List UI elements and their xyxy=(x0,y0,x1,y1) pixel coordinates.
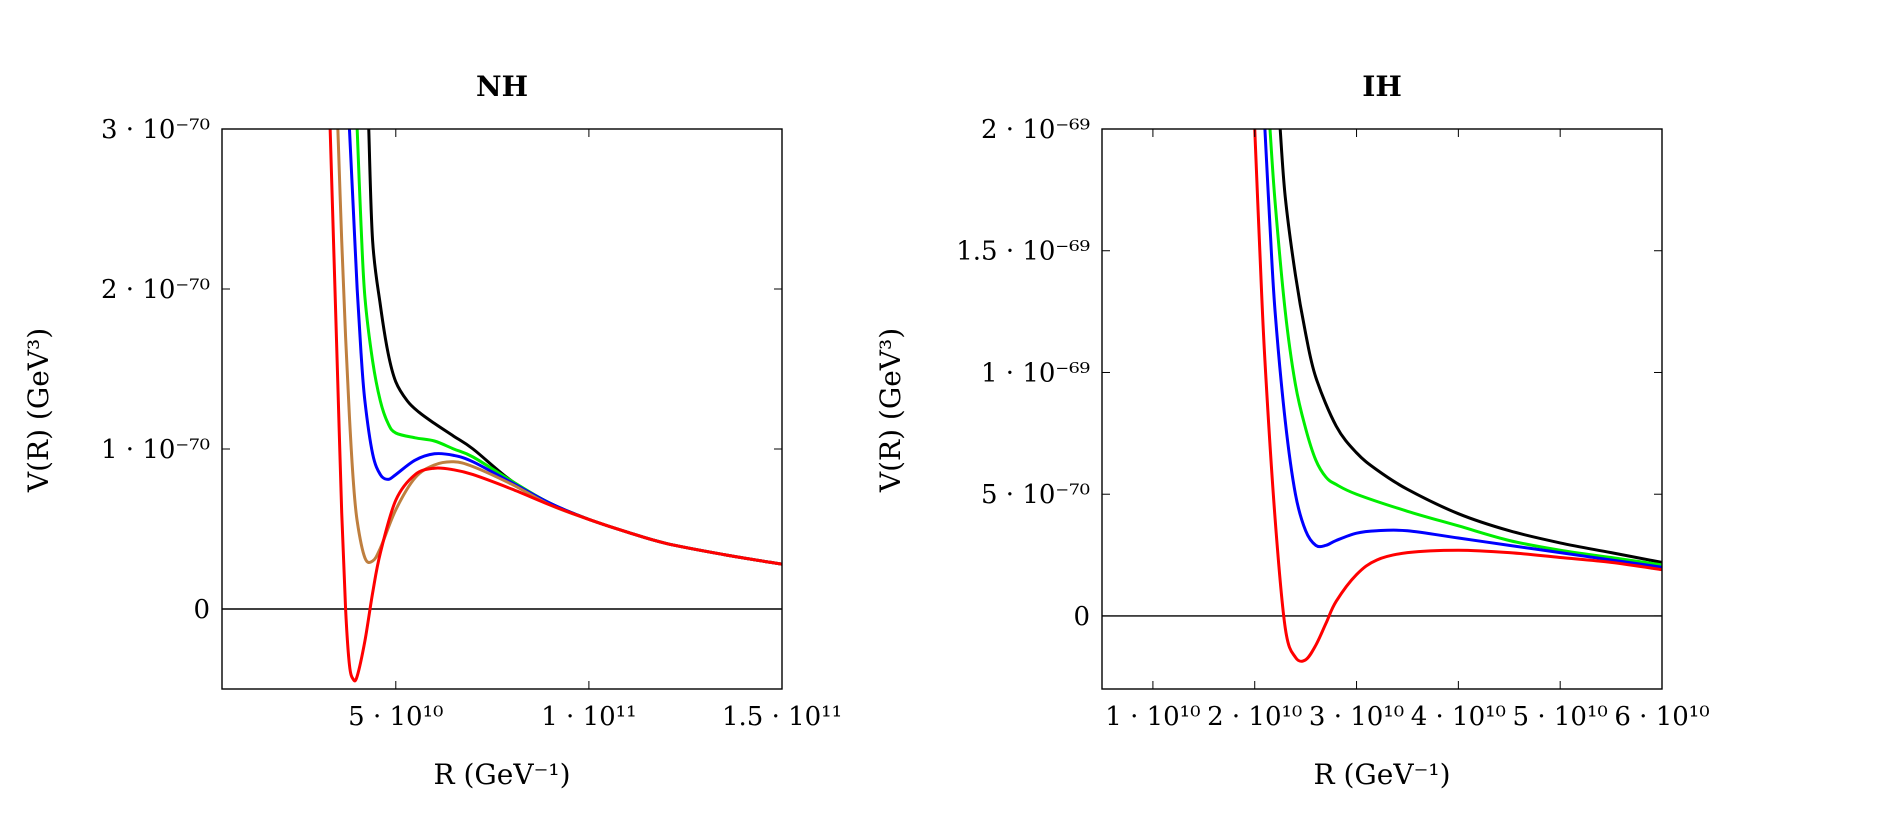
y-tick-label: 5 · 10⁻⁷⁰ xyxy=(981,480,1090,510)
series-blue-ih xyxy=(1263,129,1662,569)
chart-panel-nh: NH 5 · 10¹⁰ 1 · 10¹¹ 1.5 · 10¹¹ 0 1 · 10⁻⁷⁰ 2… xyxy=(22,70,842,791)
x-tick-label: 1.5 · 10¹¹ xyxy=(722,702,842,732)
y-axis-label-nh: V(R) (GeV³) xyxy=(22,328,55,493)
ticks-ih: 1 · 10¹⁰ 2 · 10¹⁰ 3 · 10¹⁰ 4 · 10¹⁰ 5 · 10¹⁰… xyxy=(956,115,1709,732)
y-tick-label: 1.5 · 10⁻⁶⁹ xyxy=(956,237,1090,267)
y-tick-label: 0 xyxy=(193,595,210,625)
x-axis-label-nh: R (GeV⁻¹) xyxy=(434,758,571,791)
x-tick-label: 5 · 10¹⁰ xyxy=(1513,702,1608,732)
chart-title-ih: IH xyxy=(1362,70,1402,103)
series-blue-nh xyxy=(347,129,782,566)
curves-nh xyxy=(222,129,782,683)
y-tick-label: 2 · 10⁻⁶⁹ xyxy=(981,115,1090,145)
curves-ih xyxy=(1102,129,1662,663)
series-green-nh xyxy=(355,129,782,566)
plot-frame-nh xyxy=(221,128,783,690)
y-tick-label: 1 · 10⁻⁷⁰ xyxy=(101,435,210,465)
x-tick-label: 1 · 10¹¹ xyxy=(541,702,636,732)
chart-title-nh: NH xyxy=(476,70,528,103)
y-tick-label: 0 xyxy=(1073,602,1090,632)
x-tick-label: 1 · 10¹⁰ xyxy=(1105,702,1200,732)
y-tick-label: 1 · 10⁻⁶⁹ xyxy=(981,358,1090,388)
ticks-nh: 5 · 10¹⁰ 1 · 10¹¹ 1.5 · 10¹¹ 0 1 · 10⁻⁷⁰ 2 · … xyxy=(101,115,842,732)
x-tick-label: 4 · 10¹⁰ xyxy=(1411,702,1506,732)
series-black-ih xyxy=(1278,129,1662,564)
plot-frame-ih xyxy=(1101,128,1663,690)
x-axis-label-ih: R (GeV⁻¹) xyxy=(1314,758,1451,791)
series-red-nh xyxy=(328,129,782,683)
series-red-ih xyxy=(1253,129,1662,663)
y-axis-label-ih: V(R) (GeV³) xyxy=(874,328,907,493)
series-brown-nh xyxy=(336,129,782,566)
y-tick-label: 3 · 10⁻⁷⁰ xyxy=(101,115,210,145)
x-tick-label: 6 · 10¹⁰ xyxy=(1614,702,1709,732)
x-tick-label: 3 · 10¹⁰ xyxy=(1309,702,1404,732)
x-tick-label: 2 · 10¹⁰ xyxy=(1207,702,1302,732)
x-tick-label: 5 · 10¹⁰ xyxy=(348,702,443,732)
chart-panel-ih: IH 1 · 10¹⁰ 2 · 10¹⁰ 3 · 10¹⁰ 4 · 10¹⁰ 5 · 1… xyxy=(874,70,1710,791)
y-tick-label: 2 · 10⁻⁷⁰ xyxy=(101,275,210,305)
series-green-ih xyxy=(1268,129,1662,567)
series-black-nh xyxy=(367,129,782,566)
